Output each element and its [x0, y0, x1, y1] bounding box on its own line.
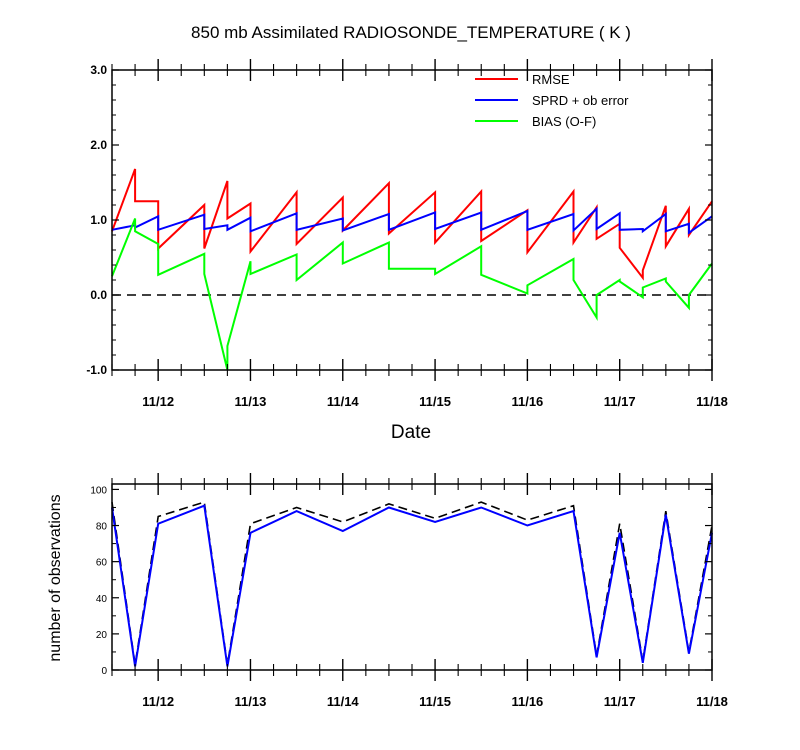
series-line-observations-assimilated: [111, 504, 713, 667]
y-tick-label: 2.0: [90, 138, 107, 152]
x-tick-label: 11/16: [511, 394, 543, 409]
y-axis-label-observations: number of observations: [47, 494, 64, 661]
y-tick-label: 40: [96, 594, 108, 605]
x-tick-label: 11/17: [604, 694, 636, 709]
y-tick-label: 60: [96, 558, 108, 569]
bottom-panel: 0 20 40 60 80 100 11/12 11/13 11/14 11/15 11/16 11/…: [90, 473, 728, 709]
x-tick-label: 11/17: [604, 394, 636, 409]
legend: RMSE SPRD + ob error BIAS (O-F): [475, 72, 629, 129]
y-tick-label: 0.0: [90, 288, 107, 302]
legend-label-sprd: SPRD + ob error: [532, 93, 629, 108]
y-tick-label: 1.0: [90, 213, 107, 227]
x-tick-label: 11/13: [235, 694, 267, 709]
x-tick-label: 11/14: [327, 394, 360, 409]
x-tick-label: 11/12: [142, 694, 174, 709]
x-tick-label: 11/14: [327, 694, 360, 709]
series-line-rmse: [111, 168, 713, 281]
series-line-observations-possible: [111, 501, 713, 665]
x-tick-label: 11/13: [235, 394, 267, 409]
x-tick-label: 11/18: [696, 394, 728, 409]
y-tick-label: 20: [96, 630, 108, 641]
x-tick-label: 11/12: [142, 394, 174, 409]
x-tick-label: 11/15: [419, 394, 451, 409]
legend-label-bias: BIAS (O-F): [532, 114, 596, 129]
top-panel: -1.0 0.0 1.0 2.0 3.0 11/12 11/13 11/14 11/15 11/1…: [86, 59, 728, 409]
x-tick-label: 11/18: [696, 694, 728, 709]
x-axis-label: Date: [391, 422, 431, 443]
top-plot-frame: [111, 69, 713, 371]
y-tick-label: 80: [96, 522, 108, 533]
series-line-bias-o-f: [111, 218, 713, 371]
x-tick-label: 11/15: [419, 694, 451, 709]
y-tick-label: 100: [90, 485, 107, 496]
x-tick-label: 11/16: [511, 694, 543, 709]
chart-title: 850 mb Assimilated RADIOSONDE_TEMPERATUR…: [191, 23, 631, 42]
y-tick-label: 3.0: [90, 63, 107, 77]
y-tick-label: -1.0: [86, 363, 107, 377]
legend-label-rmse: RMSE: [532, 72, 570, 87]
series-line-sprd-ob-error: [111, 206, 713, 235]
y-tick-label: 0: [101, 666, 107, 677]
